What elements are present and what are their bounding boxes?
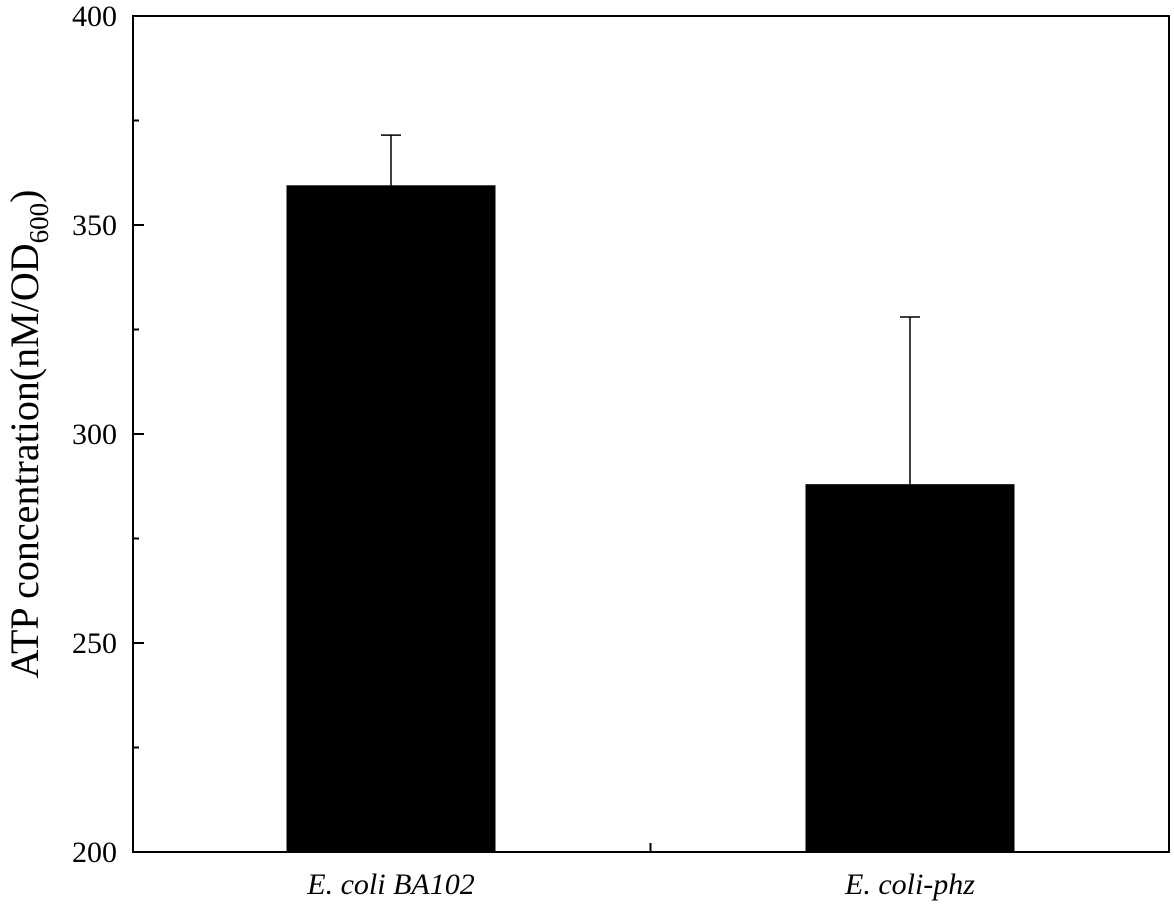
bar (805, 484, 1015, 852)
y-tick-label: 200 (72, 836, 117, 869)
category-label: E. coli-phz (844, 868, 975, 901)
y-axis-label-suffix: ) (2, 190, 47, 203)
y-tick-label: 300 (72, 418, 117, 451)
y-axis-label-main: ATP concentration(nM/OD (2, 243, 47, 678)
category-label: E. coli BA102 (306, 868, 474, 901)
y-axis-label-subscript: 600 (24, 203, 54, 244)
y-tick-label: 250 (72, 627, 117, 660)
bars-group (286, 185, 1015, 853)
y-tick-label: 400 (72, 0, 117, 33)
y-axis-ticks (133, 15, 144, 853)
error-bars-group (381, 134, 920, 485)
bar (286, 185, 496, 853)
x-axis-category-labels: E. coli BA102 E. coli-phz (306, 868, 975, 901)
y-axis-label: ATP concentration(nM/OD600) (2, 190, 54, 679)
y-tick-label: 350 (72, 209, 117, 242)
y-axis-tick-labels: 200 250 300 350 400 (72, 0, 117, 869)
